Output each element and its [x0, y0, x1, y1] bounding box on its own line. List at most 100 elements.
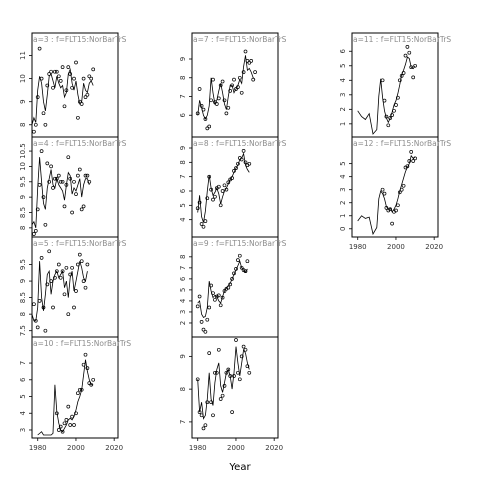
- data-point: [47, 179, 52, 184]
- data-point: [397, 78, 402, 83]
- fitted-line: [32, 261, 88, 322]
- data-point: [201, 426, 206, 431]
- data-point: [226, 367, 231, 372]
- data-point: [245, 259, 250, 264]
- data-point: [392, 108, 396, 113]
- data-point: [209, 98, 213, 103]
- data-point: [213, 297, 217, 302]
- panel-plot-area: [195, 253, 250, 334]
- x-tick-label: 2020: [425, 243, 443, 251]
- data-point: [66, 155, 71, 160]
- y-tick-label: 2: [339, 200, 347, 204]
- data-point: [222, 98, 227, 103]
- y-tick-label: 4: [179, 217, 187, 222]
- y-tick-label: 1: [339, 122, 347, 126]
- data-point: [62, 421, 67, 426]
- data-point: [56, 74, 61, 79]
- data-point: [388, 207, 393, 212]
- data-point: [247, 60, 252, 65]
- y-tick-label: 6: [339, 48, 347, 53]
- data-point: [243, 160, 248, 165]
- data-point: [228, 89, 233, 93]
- data-point: [237, 253, 242, 258]
- data-point: [394, 208, 398, 213]
- data-point: [70, 414, 74, 419]
- y-tick-label: 8: [19, 226, 27, 230]
- panel-plot-area: [32, 46, 96, 134]
- data-point: [218, 397, 223, 401]
- data-point: [403, 53, 408, 58]
- data-point: [211, 413, 215, 418]
- data-point: [49, 164, 53, 169]
- data-point: [32, 232, 36, 236]
- data-point: [201, 327, 206, 332]
- data-point: [234, 166, 238, 170]
- panel-strip-label: a=7 : f=FLT15:NorBarTrS: [193, 35, 287, 44]
- data-point: [85, 92, 90, 97]
- data-point: [81, 76, 86, 81]
- y-tick-label: 7: [179, 94, 187, 98]
- data-point: [70, 265, 74, 270]
- data-point: [384, 114, 389, 119]
- y-tick-label: 4: [179, 298, 187, 303]
- data-point: [81, 204, 86, 209]
- data-point: [60, 65, 65, 69]
- y-tick-label: 7: [179, 174, 187, 178]
- y-tick-label: 6: [179, 188, 187, 193]
- data-point: [87, 74, 92, 79]
- data-point: [83, 352, 88, 357]
- y-tick-label: 5: [339, 161, 347, 165]
- data-point: [45, 282, 50, 287]
- panel-plot-area: [357, 150, 417, 236]
- data-point: [58, 275, 63, 280]
- data-point: [199, 413, 204, 418]
- data-point: [203, 329, 208, 334]
- x-tick-label: 2020: [105, 444, 123, 452]
- data-point: [77, 252, 82, 257]
- data-point: [405, 164, 410, 169]
- y-tick-label: 8.5: [19, 207, 27, 218]
- data-point: [245, 364, 250, 369]
- data-point: [68, 72, 73, 76]
- data-point: [249, 59, 254, 63]
- data-point: [51, 186, 55, 190]
- data-point: [228, 374, 233, 378]
- data-point: [54, 69, 59, 74]
- fitted-line: [197, 152, 250, 223]
- data-point: [201, 224, 206, 229]
- panel-strip-label: a=12 : f=FLT15:NorBarTrS: [353, 139, 451, 148]
- data-point: [243, 269, 248, 274]
- data-point: [37, 46, 42, 51]
- data-point: [390, 221, 394, 226]
- data-point: [251, 77, 256, 82]
- data-point: [397, 190, 402, 195]
- data-point: [239, 157, 244, 162]
- data-point: [32, 302, 36, 307]
- data-point: [45, 161, 50, 166]
- data-point: [214, 370, 219, 375]
- data-point: [222, 289, 227, 293]
- data-point: [58, 179, 63, 184]
- data-point: [35, 207, 40, 212]
- data-point: [405, 45, 410, 49]
- data-point: [53, 176, 57, 181]
- panel-8: a=9 : f=FLT15:NorBarTrS 2 3 4 5 6 7 8: [179, 236, 287, 340]
- fitted-line: [197, 346, 250, 420]
- data-point: [56, 173, 61, 178]
- data-point: [407, 159, 412, 163]
- y-tick-label: 3: [339, 187, 347, 191]
- panel-plot-area: [32, 249, 90, 333]
- data-point: [226, 285, 231, 290]
- data-point: [81, 279, 86, 283]
- y-tick-label: 2: [339, 107, 347, 111]
- data-point: [51, 85, 55, 90]
- panel-10: 7 8 9 1980 2000 2020: [179, 336, 283, 452]
- data-point: [83, 173, 88, 178]
- data-point: [237, 75, 242, 80]
- data-point: [236, 161, 240, 166]
- x-tick-label: 1980: [189, 444, 207, 452]
- data-point: [199, 320, 204, 324]
- data-point: [209, 283, 213, 288]
- data-point: [236, 258, 240, 262]
